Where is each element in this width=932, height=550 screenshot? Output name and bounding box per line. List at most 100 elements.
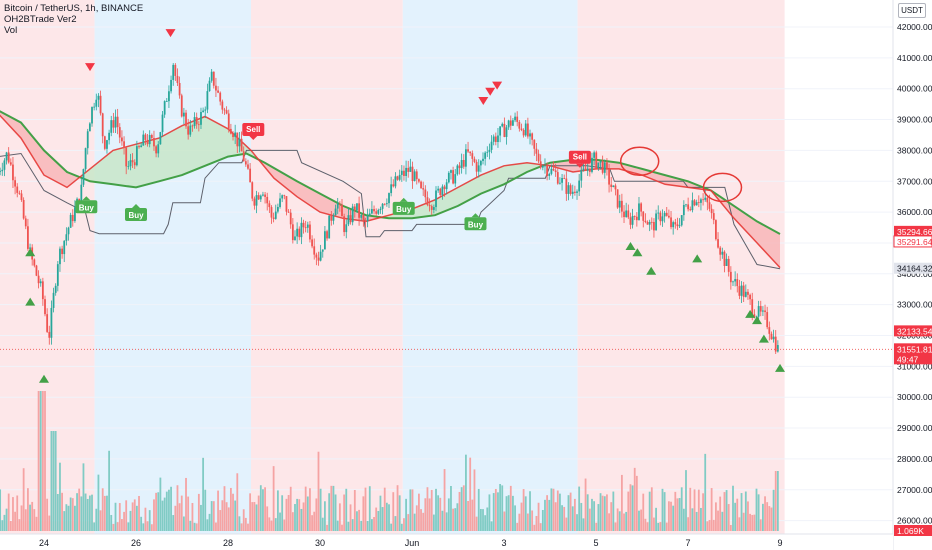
volume-bar [753,514,756,531]
volume-bar [520,502,523,531]
candle-body [202,110,205,113]
candle-body [492,136,495,142]
volume-bar [755,488,758,531]
candle-body [490,141,493,150]
volume-bar [123,511,125,531]
price-axis[interactable]: 26000.00 27000.00 28000.00 29000.00 30000.00… [892,0,932,550]
volume-bar [725,490,728,531]
candle-body [426,197,429,205]
price-tag-text: 31551.81 [897,344,932,354]
volume-bar [772,489,775,531]
candle-body [588,168,591,172]
indicator-lines [0,110,781,270]
volume-bar [601,495,604,531]
candle-body [742,285,745,297]
volume-bar [182,516,185,531]
volume-bar [174,505,177,531]
time-tick-label: 30 [315,538,325,548]
volume-bar [138,495,140,531]
candle-body [163,101,166,115]
volume-bar [118,503,121,531]
signal-pointer [399,197,408,202]
candle-body [234,132,237,138]
candle-body [424,189,427,198]
volume-bar [422,512,425,531]
volume-bar [522,489,525,531]
volume-bar [424,498,427,531]
candle-body [131,160,134,163]
volume-bar [629,484,632,531]
buy-arrow-marker [39,374,49,383]
price-tag: 35294.66 [894,225,932,237]
volume-bar [537,502,540,531]
candle-body [135,146,138,166]
signal-text: Buy [468,220,484,229]
candle-body [717,239,719,248]
volume-bar [276,490,279,531]
candle-body [229,128,232,134]
volume-bar [302,502,305,531]
volume-bar [155,492,158,531]
candle-body [443,186,446,190]
volume-bar [488,494,491,531]
volume-bar [255,504,258,531]
volume-bar [691,508,694,531]
volume-bar [398,495,401,531]
volume-bar [526,513,529,531]
currency-button[interactable]: USDT [898,3,926,18]
candle-body [353,206,356,211]
volume-bar [377,510,380,531]
volume-bar [82,463,85,531]
candle-body [603,162,606,173]
volume-bar [717,510,719,531]
candle-body [50,307,53,338]
volume-bar [550,488,553,531]
volume-bar [445,512,448,531]
candle-body [610,184,613,188]
signal-box [464,217,487,231]
candle-body [469,151,472,154]
candle-body [341,204,343,217]
volume-bar [27,488,29,531]
volume-bar [165,491,168,531]
candle-body [125,147,128,167]
time-axis[interactable]: 24 26 28 30 Jun 3 5 7 9 [0,533,893,550]
price-tick-label: 41000.00 [897,53,932,63]
candle-body [661,216,664,222]
candle-body [347,215,350,225]
time-tick-label: 9 [777,538,782,548]
candle-body [144,134,147,140]
signal-text: Buy [396,205,412,214]
candle-body [732,281,734,283]
candle-body [315,254,318,258]
volume-bar [178,503,181,531]
volume-bar [740,493,743,531]
candle-body [185,112,187,127]
volume-bar [409,489,412,531]
volume-bar [146,521,149,531]
candle-body [591,157,593,172]
candle-body [394,176,397,187]
volume-bar [635,475,638,531]
volume-bar [512,495,514,531]
volume-bar [644,518,647,531]
price-tag: 35291.64 [893,235,932,248]
candle-body [176,75,179,83]
candle-body [561,177,563,183]
candle-body [29,247,31,249]
candle-body [479,160,482,166]
candle-body [680,215,683,226]
candle-body [221,101,224,110]
volume-bar [693,489,696,531]
volume-bar [580,502,583,531]
candle-body [747,291,749,295]
candle-body [187,126,190,135]
volume-bar [612,491,615,531]
candle-body [766,312,769,328]
candle-body [118,127,121,138]
volume-bar [599,493,602,531]
candle-body [770,333,773,340]
candle-body [206,91,209,110]
